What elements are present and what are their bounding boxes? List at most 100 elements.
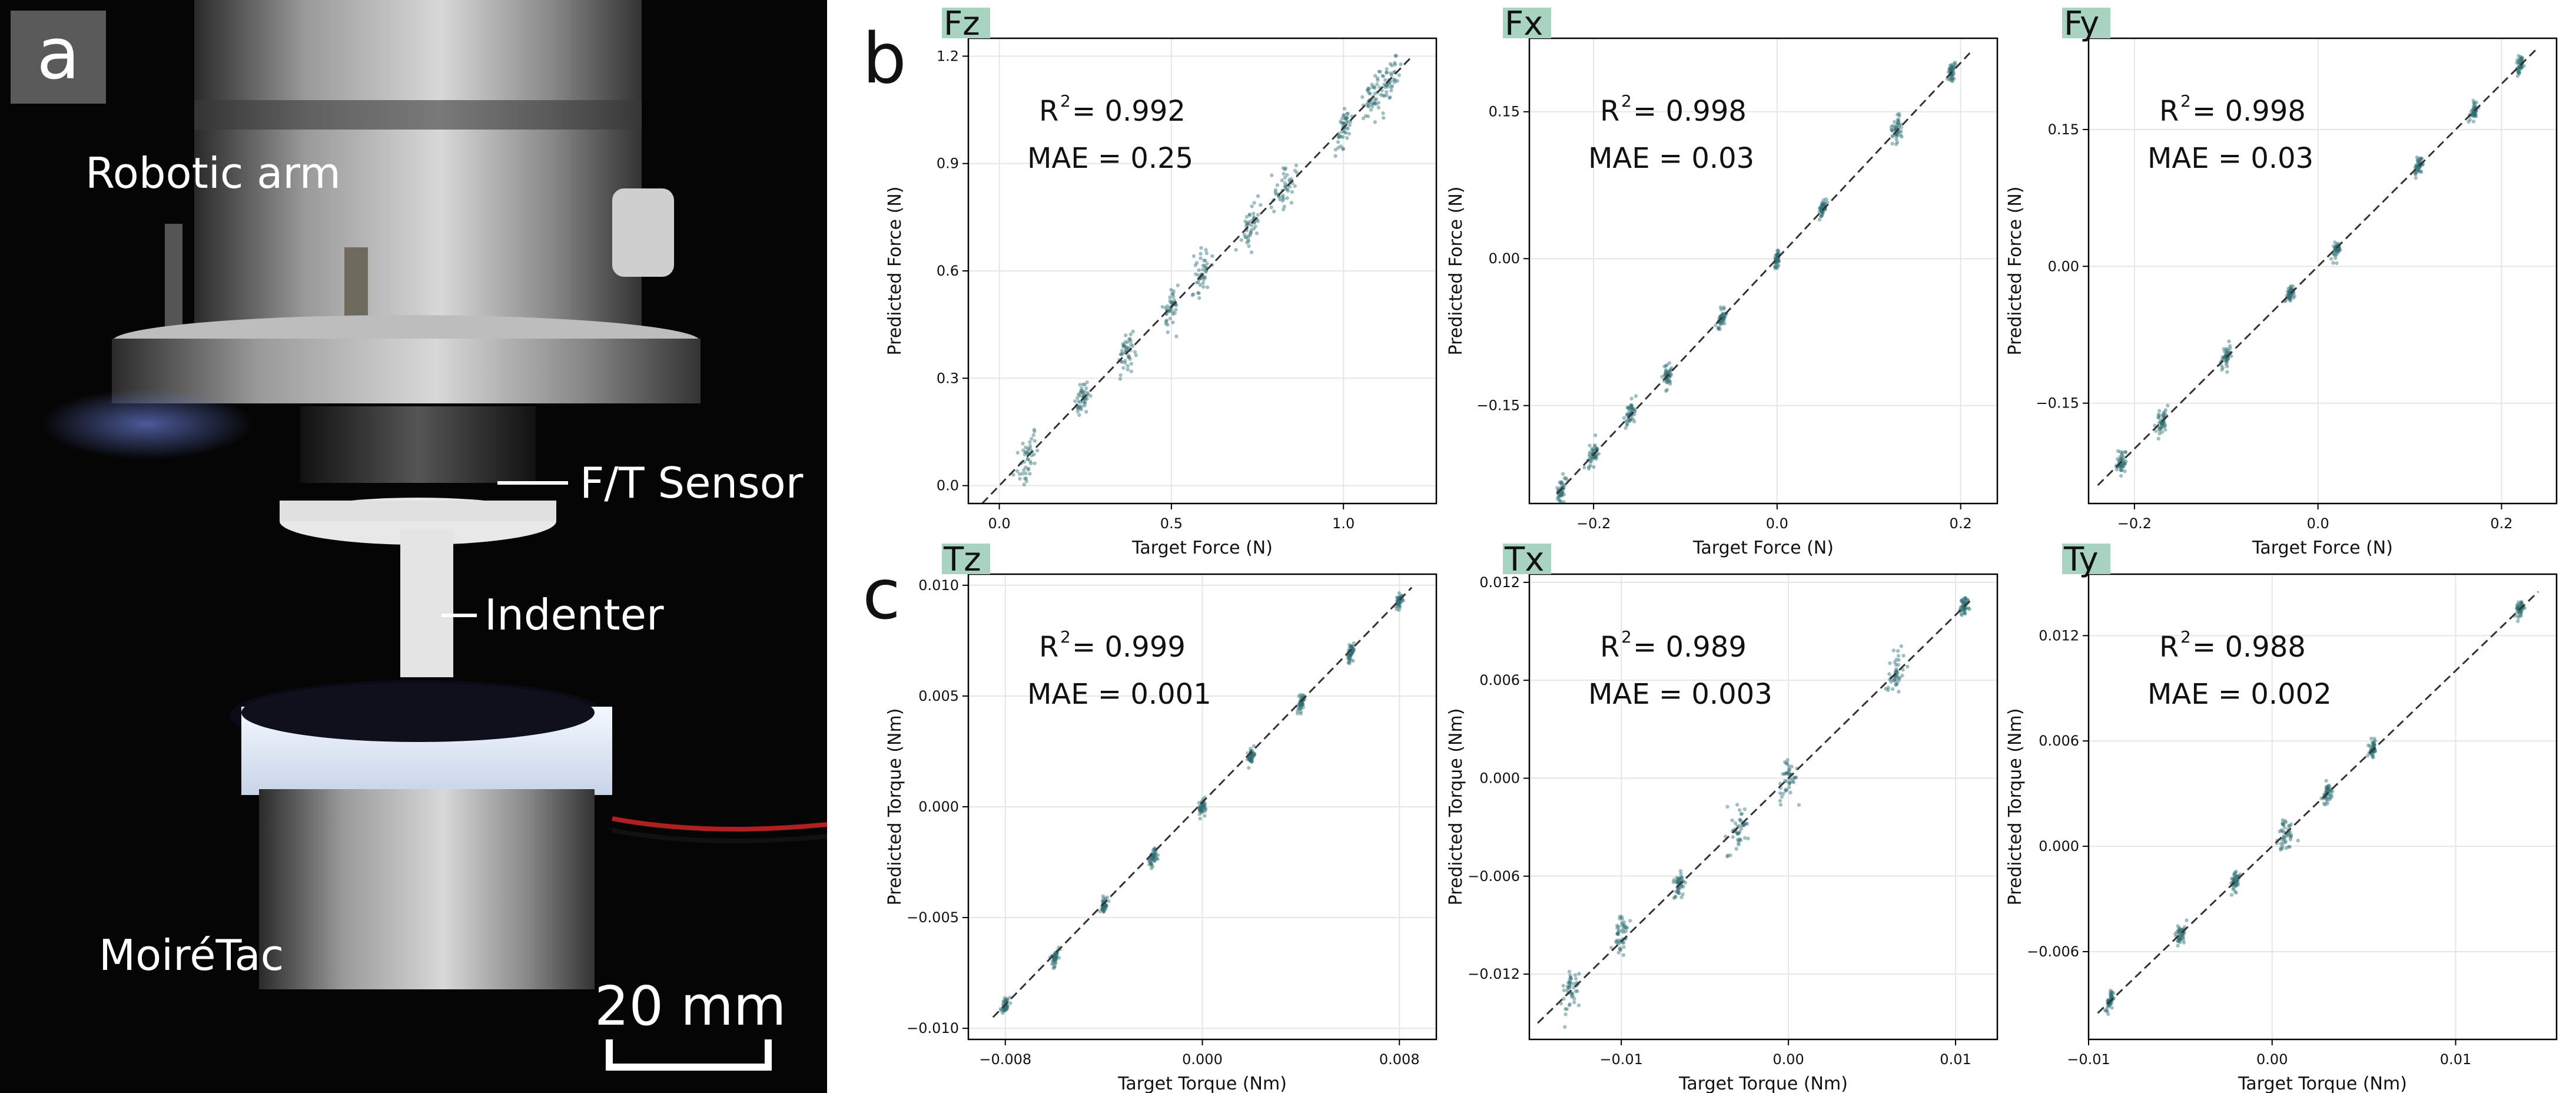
data-point [2517,610,2521,615]
data-point [2121,462,2126,467]
data-point [1785,788,1789,792]
data-point [2289,287,2293,292]
data-point [2185,918,2189,922]
data-point [2105,1009,2110,1013]
data-point [1895,122,1899,127]
data-point [1297,702,1302,706]
arm-knob [612,188,674,277]
data-point [1077,404,1081,409]
data-point [1626,406,1631,410]
data-point [1296,705,1300,710]
data-point [1622,940,1626,945]
data-point [2106,1003,2111,1008]
r-squared-value: = 0.989 [1633,631,1747,664]
data-point [2471,112,2475,117]
data-point [1953,62,1957,67]
data-point [2517,65,2522,69]
data-point [2119,457,2123,461]
data-point [1129,362,1134,366]
data-point [1004,1006,1008,1010]
data-point [1951,72,1956,77]
data-point [1250,204,1254,208]
data-point [1722,312,1726,316]
data-point [2333,253,2337,257]
data-point [1619,921,1624,925]
data-point [2288,844,2292,849]
data-point [1199,808,1203,812]
data-point [1819,214,1823,218]
data-point [1632,412,1636,416]
data-point [2370,740,2375,745]
data-point [1787,767,1791,772]
data-point [1680,883,1684,888]
data-point [1735,824,1740,828]
data-point [2414,172,2418,177]
data-point [1168,299,1172,303]
data-point [2236,880,2240,885]
data-point [1616,931,1620,936]
data-point [1101,907,1106,911]
data-point [1739,838,1743,842]
data-point [2159,426,2163,430]
data-point [1152,859,1157,863]
data-point [1722,314,1727,319]
data-point [1901,667,1905,672]
data-point [1889,127,1894,132]
data-point [1274,192,1278,196]
data-point [1615,923,1619,928]
data-point [1278,197,1282,201]
data-point [1574,976,1578,981]
data-point [2220,366,2225,370]
data-point [2280,846,2285,850]
data-point [2156,436,2160,441]
data-point [1367,87,1372,91]
data-point [1398,600,1402,604]
data-point [2326,787,2331,791]
data-point [1198,808,1202,812]
data-point [1252,751,1256,756]
data-point [2520,602,2524,606]
title-highlight [942,544,990,574]
data-point [1785,761,1790,766]
data-point [1201,277,1206,282]
data-point [2336,249,2341,253]
data-point [2372,743,2376,747]
data-point [1947,68,1951,72]
data-point [1963,607,1968,611]
data-point [1205,261,1209,266]
data-point [1560,481,1564,485]
data-point [2372,737,2376,741]
data-point [1003,1008,1007,1012]
data-point [1787,770,1791,774]
data-point [1286,188,1290,193]
data-point [1339,134,1343,139]
data-point [1201,805,1205,809]
data-point [1378,69,1382,74]
data-point [1558,493,1563,498]
data-point [1588,450,1592,455]
data-point [1051,961,1055,966]
data-point [2519,64,2524,69]
data-point [1671,880,1675,885]
data-point [1587,452,1592,456]
data-point [2291,284,2295,289]
data-point [1568,1002,1572,1006]
data-point [1015,469,1020,473]
data-point [1897,118,1901,122]
y-tick-label: 0.000 [918,799,959,815]
data-point [2123,462,2127,466]
data-point [2326,789,2331,793]
data-point [1899,130,1903,134]
data-point [2157,428,2162,432]
data-point [1349,658,1353,662]
scale-bar-label: 20 mm [595,975,786,1038]
data-point [1565,478,1569,482]
data-point [1250,759,1254,764]
data-point [2119,465,2124,469]
data-point [1625,422,1629,426]
data-point [1343,131,1348,135]
data-point [1739,827,1744,831]
data-point [1384,83,1388,88]
data-point [1350,650,1354,654]
data-point [2159,418,2163,423]
